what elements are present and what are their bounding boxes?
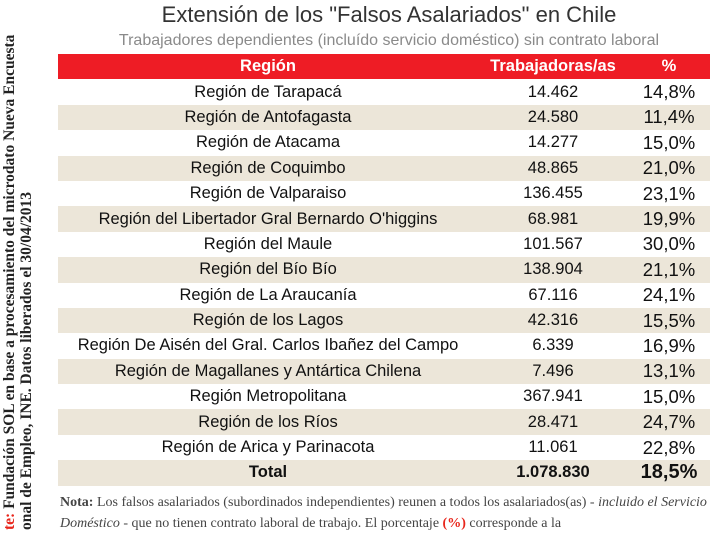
cell-region: Región de los Lagos: [58, 307, 478, 334]
header-row: Región Trabajadoras/as %: [58, 54, 710, 80]
table-row: Región del Libertador Gral Bernardo O'hi…: [58, 206, 710, 232]
cell-pct: 21,1%: [628, 257, 710, 283]
cell-trabajadores: 11.061: [528, 438, 578, 457]
cell-pct: 13,1%: [628, 358, 710, 385]
source-note-line1: Fundación SOL en base a procesamiento de…: [1, 34, 18, 513]
cell-region: Región del Bío Bío: [58, 257, 478, 283]
cell-trabajadores: 14.462: [527, 82, 579, 101]
cell-trabajadores: 28.471: [478, 409, 628, 435]
total-row: Total 1.078.830 18,5%: [58, 460, 710, 486]
table-row: Región de Magallanes y Antártica Chilena…: [58, 358, 710, 385]
cell-pct: 24,1%: [642, 284, 696, 306]
cell-trabajadores: 1.078.830: [478, 460, 628, 486]
cell-pct: 14,8%: [642, 81, 696, 103]
cell-pct: 22,8%: [642, 436, 696, 458]
footnote-text-2: - que no tienen contrato laboral de trab…: [119, 516, 443, 531]
cell-pct: 15,5%: [628, 307, 710, 334]
cell-region: Región del Libertador Gral Bernardo O'hi…: [58, 206, 478, 232]
cell-region: Región de La Araucanía: [179, 285, 357, 304]
cell-region: Región del Maule: [203, 234, 333, 253]
cell-pct: 21,0%: [628, 155, 710, 181]
cell-region: Región de Arica y Parinacota: [161, 438, 375, 457]
header-region: Región: [58, 54, 478, 80]
cell-trabajadores: 68.981: [478, 206, 628, 232]
footnote-label: Nota:: [60, 495, 94, 510]
table-row: Región de Antofagasta 24.580 11,4%: [58, 104, 710, 131]
cell-region: Región de Valparaiso: [189, 184, 347, 203]
table-row: Región del Maule 101.567 30,0%: [58, 232, 710, 257]
cell-pct: 15,0%: [642, 131, 696, 153]
cell-trabajadores: 136.455: [523, 184, 583, 203]
table-row: Región del Bío Bío 138.904 21,1%: [58, 257, 710, 283]
source-note-line2: onal de Empleo, INE. Datos liberados el …: [18, 191, 35, 530]
cell-trabajadores: 42.316: [478, 307, 628, 334]
source-note: te: Fundación SOL en base a procesamient…: [0, 0, 52, 540]
cell-region: Total: [58, 460, 478, 486]
cell-trabajadores: 7.496: [478, 358, 628, 385]
cell-trabajadores: 48.865: [478, 155, 628, 181]
cell-region: Región de Tarapacá: [194, 82, 342, 101]
footnote-text-1: Los falsos asalariados (subordinados ind…: [93, 495, 599, 510]
cell-region: Región de Atacama: [195, 133, 340, 152]
cell-pct: 16,9%: [642, 334, 696, 356]
table-row: Región de Valparaiso 136.455 23,1%: [58, 181, 710, 206]
source-note-text: te: Fundación SOL en base a procesamient…: [0, 0, 52, 540]
cell-pct: 11,4%: [628, 104, 710, 131]
cell-pct: 23,1%: [642, 182, 696, 204]
cell-trabajadores: 6.339: [532, 336, 574, 355]
cell-trabajadores: 367.941: [523, 387, 583, 406]
cell-region: Región de Magallanes y Antártica Chilena: [58, 358, 478, 385]
cell-trabajadores: 67.116: [528, 285, 578, 304]
table-row: Región de Arica y Parinacota 11.061 22,8%: [58, 435, 710, 460]
cell-pct: 15,0%: [642, 385, 696, 407]
header-trabajadores: Trabajadoras/as: [478, 54, 628, 80]
footnote-italic: incluido el Servicio Doméstico: [60, 495, 707, 531]
chart-subtitle: Trabajadores dependientes (incluído serv…: [118, 32, 660, 49]
table-row: Región de Atacama 14.277 15,0%: [58, 130, 710, 155]
cell-pct: 19,9%: [628, 206, 710, 232]
table-row: Región Metropolitana 367.941 15,0%: [58, 384, 710, 409]
footnote: Nota: Los falsos asalariados (subordinad…: [60, 492, 710, 534]
table-row: Región de Tarapacá 14.462 14,8%: [58, 79, 710, 104]
cell-trabajadores: 24.580: [478, 104, 628, 131]
table-row: Región de La Araucanía 67.116 24,1%: [58, 283, 710, 308]
table-body: Región de Tarapacá 14.462 14,8% Región de A…: [58, 79, 710, 486]
table-row: Región de los Lagos 42.316 15,5%: [58, 307, 710, 334]
cell-region: Región De Aisén del Gral. Carlos Ibañez …: [77, 336, 459, 355]
table-row: Región de Coquimbo 48.865 21,0%: [58, 155, 710, 181]
cell-region: Región de los Ríos: [58, 409, 478, 435]
cell-region: Región de Antofagasta: [58, 104, 478, 131]
footnote-pct-symbol: (%): [442, 516, 466, 531]
cell-pct: 30,0%: [642, 233, 696, 255]
footnote-text-3: corresponde a la: [465, 516, 562, 531]
header-pct: %: [628, 54, 710, 80]
cell-trabajadores: 138.904: [478, 257, 628, 283]
cell-region: Región Metropolitana: [189, 387, 347, 406]
cell-trabajadores: 14.277: [527, 133, 579, 152]
source-note-label: te:: [1, 512, 18, 530]
table-row: Región de los Ríos 28.471 24,7%: [58, 409, 710, 435]
chart-title: Extensión de los "Falsos Asalariados" en…: [161, 2, 617, 27]
data-table: Región Trabajadoras/as % Región de Tarap…: [58, 54, 710, 486]
cell-pct: 24,7%: [628, 409, 710, 435]
cell-region: Región de Coquimbo: [58, 155, 478, 181]
cell-trabajadores: 101.567: [523, 234, 583, 253]
table-row: Región De Aisén del Gral. Carlos Ibañez …: [58, 333, 710, 358]
cell-pct: 18,5%: [628, 460, 710, 486]
